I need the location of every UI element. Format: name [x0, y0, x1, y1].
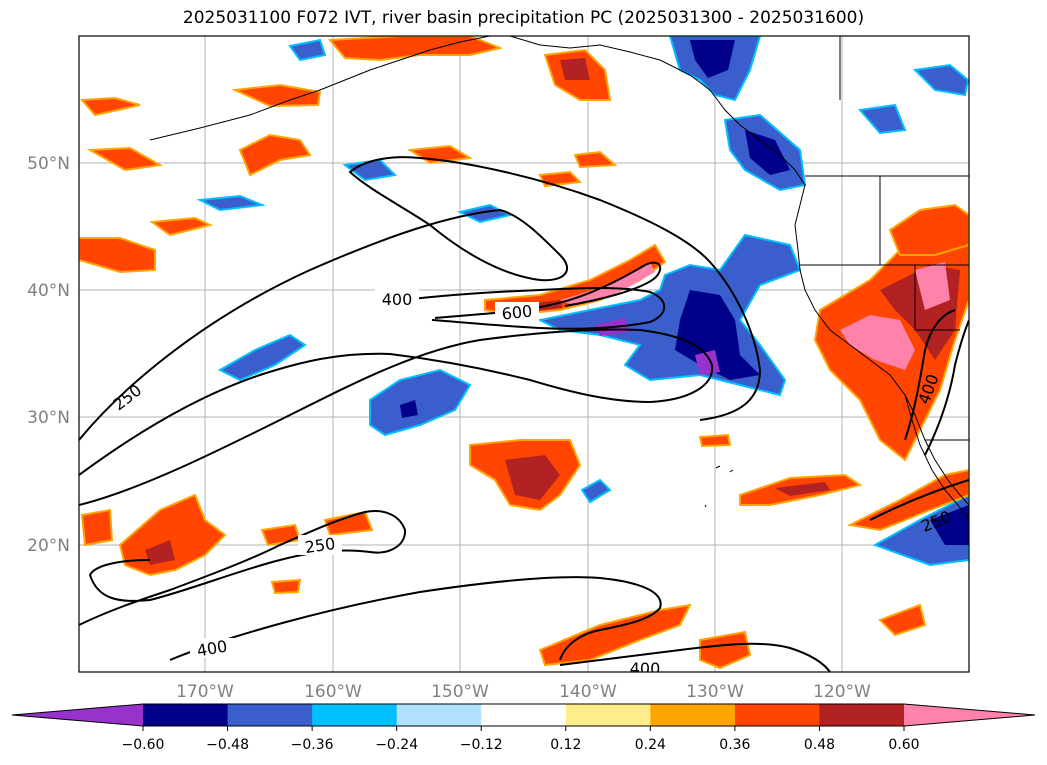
colorbar-segment: [143, 704, 229, 726]
pos-blob-oregon: [888, 203, 969, 256]
longitude-labels: 170°W 160°W 150°W 140°W 130°W 120°W: [176, 682, 871, 702]
pos-blob-mexico-1-red: [775, 482, 830, 496]
contour-label-250-south: 250: [304, 534, 337, 557]
contour-label-400-jet: 400: [382, 290, 413, 309]
colorbar-segment: [396, 704, 482, 726]
colorbar-segment: [565, 704, 651, 726]
colorbar-extension-low: [12, 704, 143, 726]
lat-label-30n: 30°N: [27, 408, 70, 428]
neg-blob-bc-coast-core: [745, 130, 790, 175]
colorbar-segment: [819, 704, 905, 726]
coastline-alaska-aleutians: [149, 36, 491, 141]
neg-blob-gulf-alaska-core: [690, 40, 735, 78]
lon-label-140w: 140°W: [559, 682, 617, 702]
pos-blob-south: [538, 603, 692, 667]
pos-blob-california-pink2: [915, 262, 950, 310]
pos-blob-sw-2: [118, 493, 227, 577]
map-title: 2025031100 F072 IVT, river basin precipi…: [182, 8, 865, 28]
colorbar-extension-high: [904, 704, 1035, 726]
coastline-baja: [904, 394, 969, 521]
pos-blob-n-2: [327, 36, 504, 62]
colorbar-segment: [650, 704, 736, 726]
colorbar-tick-label: 0.24: [635, 737, 666, 753]
colorbar-segment: [227, 704, 313, 726]
lat-label-20n: 20°N: [27, 536, 70, 556]
colorbar-segment: [481, 704, 567, 726]
ivt-contour-400-outer: [79, 328, 714, 506]
colorbar-tick-label: −0.60: [122, 737, 165, 753]
neg-blob-west: [217, 333, 307, 382]
pos-blob-sw-5: [270, 578, 302, 595]
pos-blob-n-1: [231, 83, 322, 108]
pos-blob-sw-2-red: [145, 540, 175, 565]
border-states-2: [880, 264, 960, 331]
pos-blob-south-3: [878, 603, 927, 637]
gridlines: [79, 36, 969, 672]
lon-label-120w: 120°W: [813, 682, 871, 702]
ivt-contour-250-south: [79, 510, 407, 626]
coastlines: [149, 36, 969, 521]
pos-blob-n-7: [79, 96, 141, 117]
neg-blob-north-2: [196, 194, 266, 212]
pos-blob-south-2: [699, 630, 752, 670]
neg-blob-north-1: [457, 203, 513, 224]
neg-blob-ne-2: [858, 103, 907, 135]
negative-anomaly-regions: [196, 36, 969, 567]
pos-blob-hi: [698, 433, 732, 448]
ivt-contour-400-south: [169, 576, 662, 661]
colorbar-tick-label: −0.24: [375, 737, 418, 753]
hawaii-islands: [704, 465, 734, 508]
pos-blob-w-3: [86, 146, 164, 172]
latitude-labels: 50°N 40°N 30°N 20°N: [27, 154, 70, 556]
neg-blob-mid-pacific: [369, 368, 472, 437]
coastline-west-us: [794, 224, 969, 506]
map-background: [79, 36, 969, 672]
lon-label-150w: 150°W: [431, 682, 489, 702]
lon-label-160w: 160°W: [304, 682, 362, 702]
contour-label-400-se: 400: [630, 659, 661, 678]
lat-label-40n: 40°N: [27, 281, 70, 301]
colorbar-segment: [312, 704, 398, 726]
colorbar-tick-label: 0.12: [550, 737, 581, 753]
pos-blob-sw-1: [80, 508, 114, 547]
coastline-bc: [739, 124, 806, 226]
ivt-contour-250-north: [79, 156, 762, 441]
neg-blob-small-e: [580, 478, 612, 504]
map-frame: [78, 35, 970, 673]
lat-label-50n: 50°N: [27, 154, 70, 174]
pos-blob-w-2: [149, 216, 213, 237]
lon-label-130w: 130°W: [686, 682, 744, 702]
neg-blob-small-w: [288, 38, 327, 62]
pos-blob-n-6: [573, 150, 618, 169]
pos-blob-subtropical-core: [505, 455, 560, 500]
contour-label-600-jet: 600: [501, 301, 533, 323]
pos-blob-california-pink: [840, 315, 915, 370]
colorbar-tick-label: 0.60: [888, 737, 919, 753]
pos-blob-w-4: [238, 133, 312, 177]
ivt-contour-400-inner: [379, 287, 666, 330]
colorbar-tick-label: −0.48: [206, 737, 249, 753]
ivt-contour-400-se: [559, 642, 831, 672]
neg-blob-baja-core: [930, 505, 969, 545]
pos-blob-w-1: [79, 237, 156, 274]
colorbar-tick-label: −0.36: [291, 737, 334, 753]
pos-blob-sw-4: [323, 510, 374, 537]
ivt-contours: [79, 156, 969, 672]
neg-blob-mid-pacific-core: [400, 400, 418, 418]
coastline-alaska-south: [509, 36, 741, 126]
neg-blob-central-purple: [695, 350, 720, 375]
neg-blob-ne-1: [912, 63, 969, 97]
colorbar-tick-label: 0.48: [804, 737, 835, 753]
colorbar-tick-label: −0.12: [460, 737, 503, 753]
lon-label-170w: 170°W: [176, 682, 234, 702]
ivt-contour-250-se: [869, 479, 969, 521]
colorbar-segment: [734, 704, 820, 726]
ivt-contour-250-california: [924, 319, 969, 456]
pos-blob-n-3-red: [560, 58, 590, 80]
neg-blob-baja: [872, 493, 969, 567]
ivt-contour-400-california: [904, 309, 956, 441]
colorbar-tick-label: 0.36: [719, 737, 750, 753]
colorbar: −0.60 −0.48 −0.36 −0.24 −0.12 0.12 0.24 0.36 0.4…: [11, 703, 1036, 753]
